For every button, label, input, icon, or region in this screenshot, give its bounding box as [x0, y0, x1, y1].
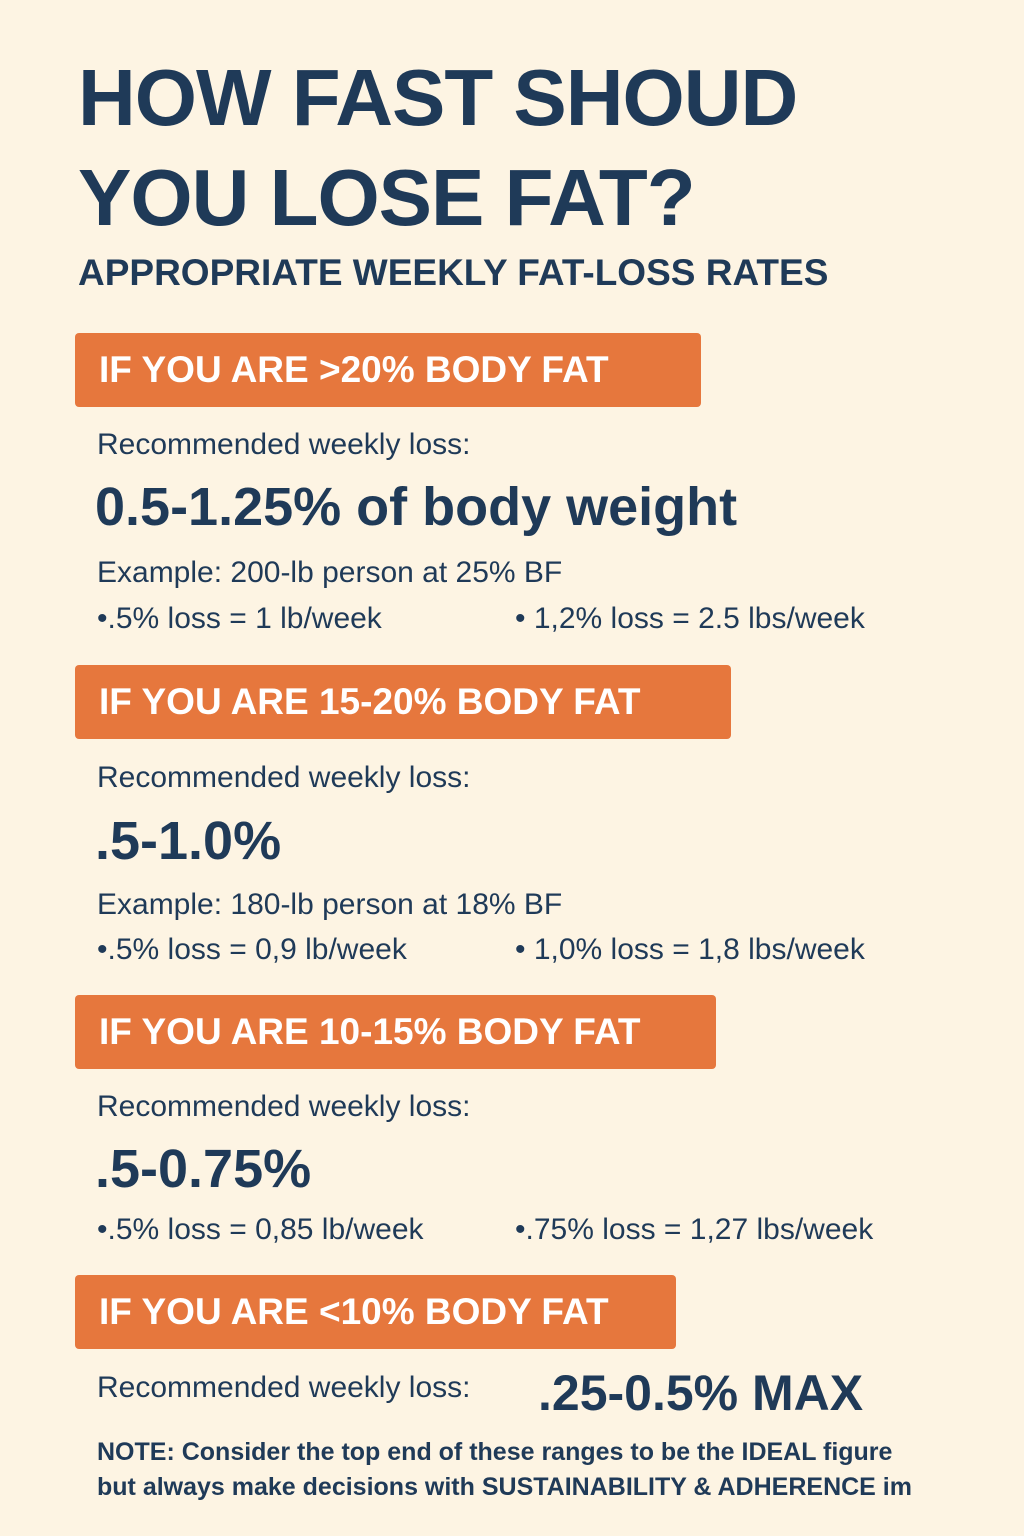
- bullet: •.75% loss = 1,27 lbs/week: [515, 1213, 874, 1246]
- value: .25-0.5% MAX: [538, 1365, 864, 1421]
- label: Recommended weekly loss:: [97, 428, 471, 461]
- title: YOU LOSE FAT?: [78, 153, 696, 242]
- note: NOTE: Consider the top end of these rang…: [97, 1438, 893, 1466]
- section-banner: IF YOU ARE >20% BODY FAT: [75, 333, 701, 407]
- section-banner: IF YOU ARE <10% BODY FAT: [75, 1275, 676, 1349]
- banner-text: IF YOU ARE >20% BODY FAT: [99, 349, 609, 390]
- example: Example: 180-lb person at 18% BF: [97, 888, 563, 921]
- label: Recommended weekly loss:: [97, 761, 471, 794]
- value: .5-0.75%: [95, 1139, 312, 1199]
- bullet: •.5% loss = 1 lb/week: [97, 602, 382, 635]
- bullet: • 1,2% loss = 2.5 lbs/week: [515, 602, 865, 635]
- section-banner: IF YOU ARE 15-20% BODY FAT: [75, 665, 731, 739]
- section-banner: IF YOU ARE 10-15% BODY FAT: [75, 995, 716, 1069]
- note: but always make decisions with SUSTAINAB…: [97, 1473, 912, 1501]
- banner-text: IF YOU ARE 10-15% BODY FAT: [99, 1011, 641, 1052]
- banner-text: IF YOU ARE 15-20% BODY FAT: [99, 681, 641, 722]
- subtitle: APPROPRIATE WEEKLY FAT-LOSS RATES: [78, 252, 829, 293]
- value: 0.5-1.25% of body weight: [95, 477, 738, 537]
- banner-text: IF YOU ARE <10% BODY FAT: [99, 1291, 609, 1332]
- label: Recommended weekly loss:: [97, 1371, 471, 1404]
- title: HOW FAST SHOUD: [78, 53, 798, 142]
- value: .5-1.0%: [95, 811, 282, 871]
- bullet: • 1,0% loss = 1,8 lbs/week: [515, 933, 865, 966]
- label: Recommended weekly loss:: [97, 1090, 471, 1123]
- bullet: •.5% loss = 0,9 lb/week: [97, 933, 407, 966]
- example: Example: 200-lb person at 25% BF: [97, 556, 563, 589]
- bullet: •.5% loss = 0,85 lb/week: [97, 1213, 424, 1246]
